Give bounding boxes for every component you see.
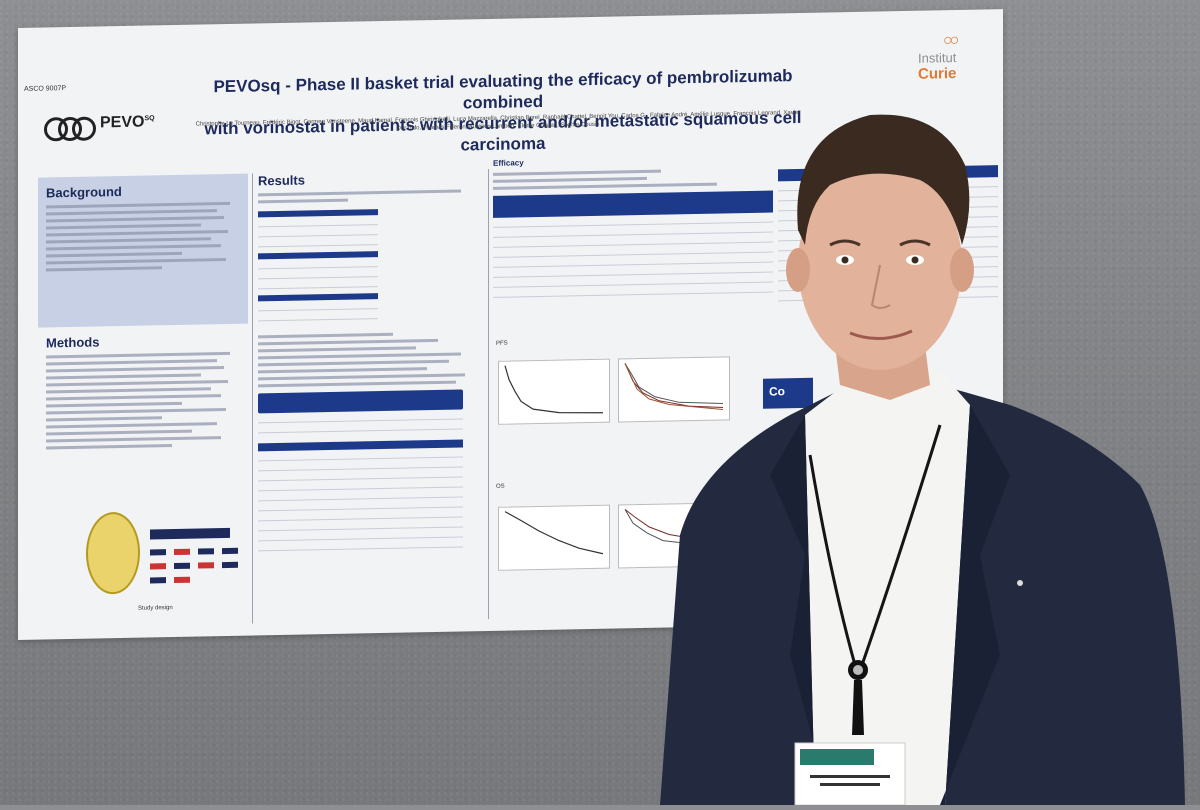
pfs-curve-chart [498,358,610,425]
background-heading: Background [46,184,122,201]
results-table-2 [258,389,463,434]
os-label: OS [496,483,505,490]
background-section: Background [38,173,248,328]
study-pie-graphic [86,511,140,595]
results-table-3 [258,439,463,552]
pfs-subgroup-chart [618,356,730,423]
study-design-label: Study design [138,605,173,612]
results-heading: Results [258,172,305,189]
pfs-label: PFS [496,340,508,347]
column-divider-2 [488,168,489,619]
rings-icon [44,109,96,142]
results-section: Results [258,169,483,623]
pevo-logo: PEVOSQ [44,107,155,142]
poster-code: ASCO 9007P [24,85,67,93]
pevo-logo-text: PEVO [100,113,145,132]
methods-heading: Methods [46,334,100,351]
study-arrow-graphic [150,527,230,540]
study-design-figure: Study design [38,504,248,628]
results-table-1 [258,209,378,322]
presenter-photo [640,55,1200,806]
pevo-logo-sup: SQ [144,115,155,123]
os-curve-chart [498,504,610,571]
column-divider [252,173,253,624]
curie-rings-icon: ○○ [943,31,957,50]
